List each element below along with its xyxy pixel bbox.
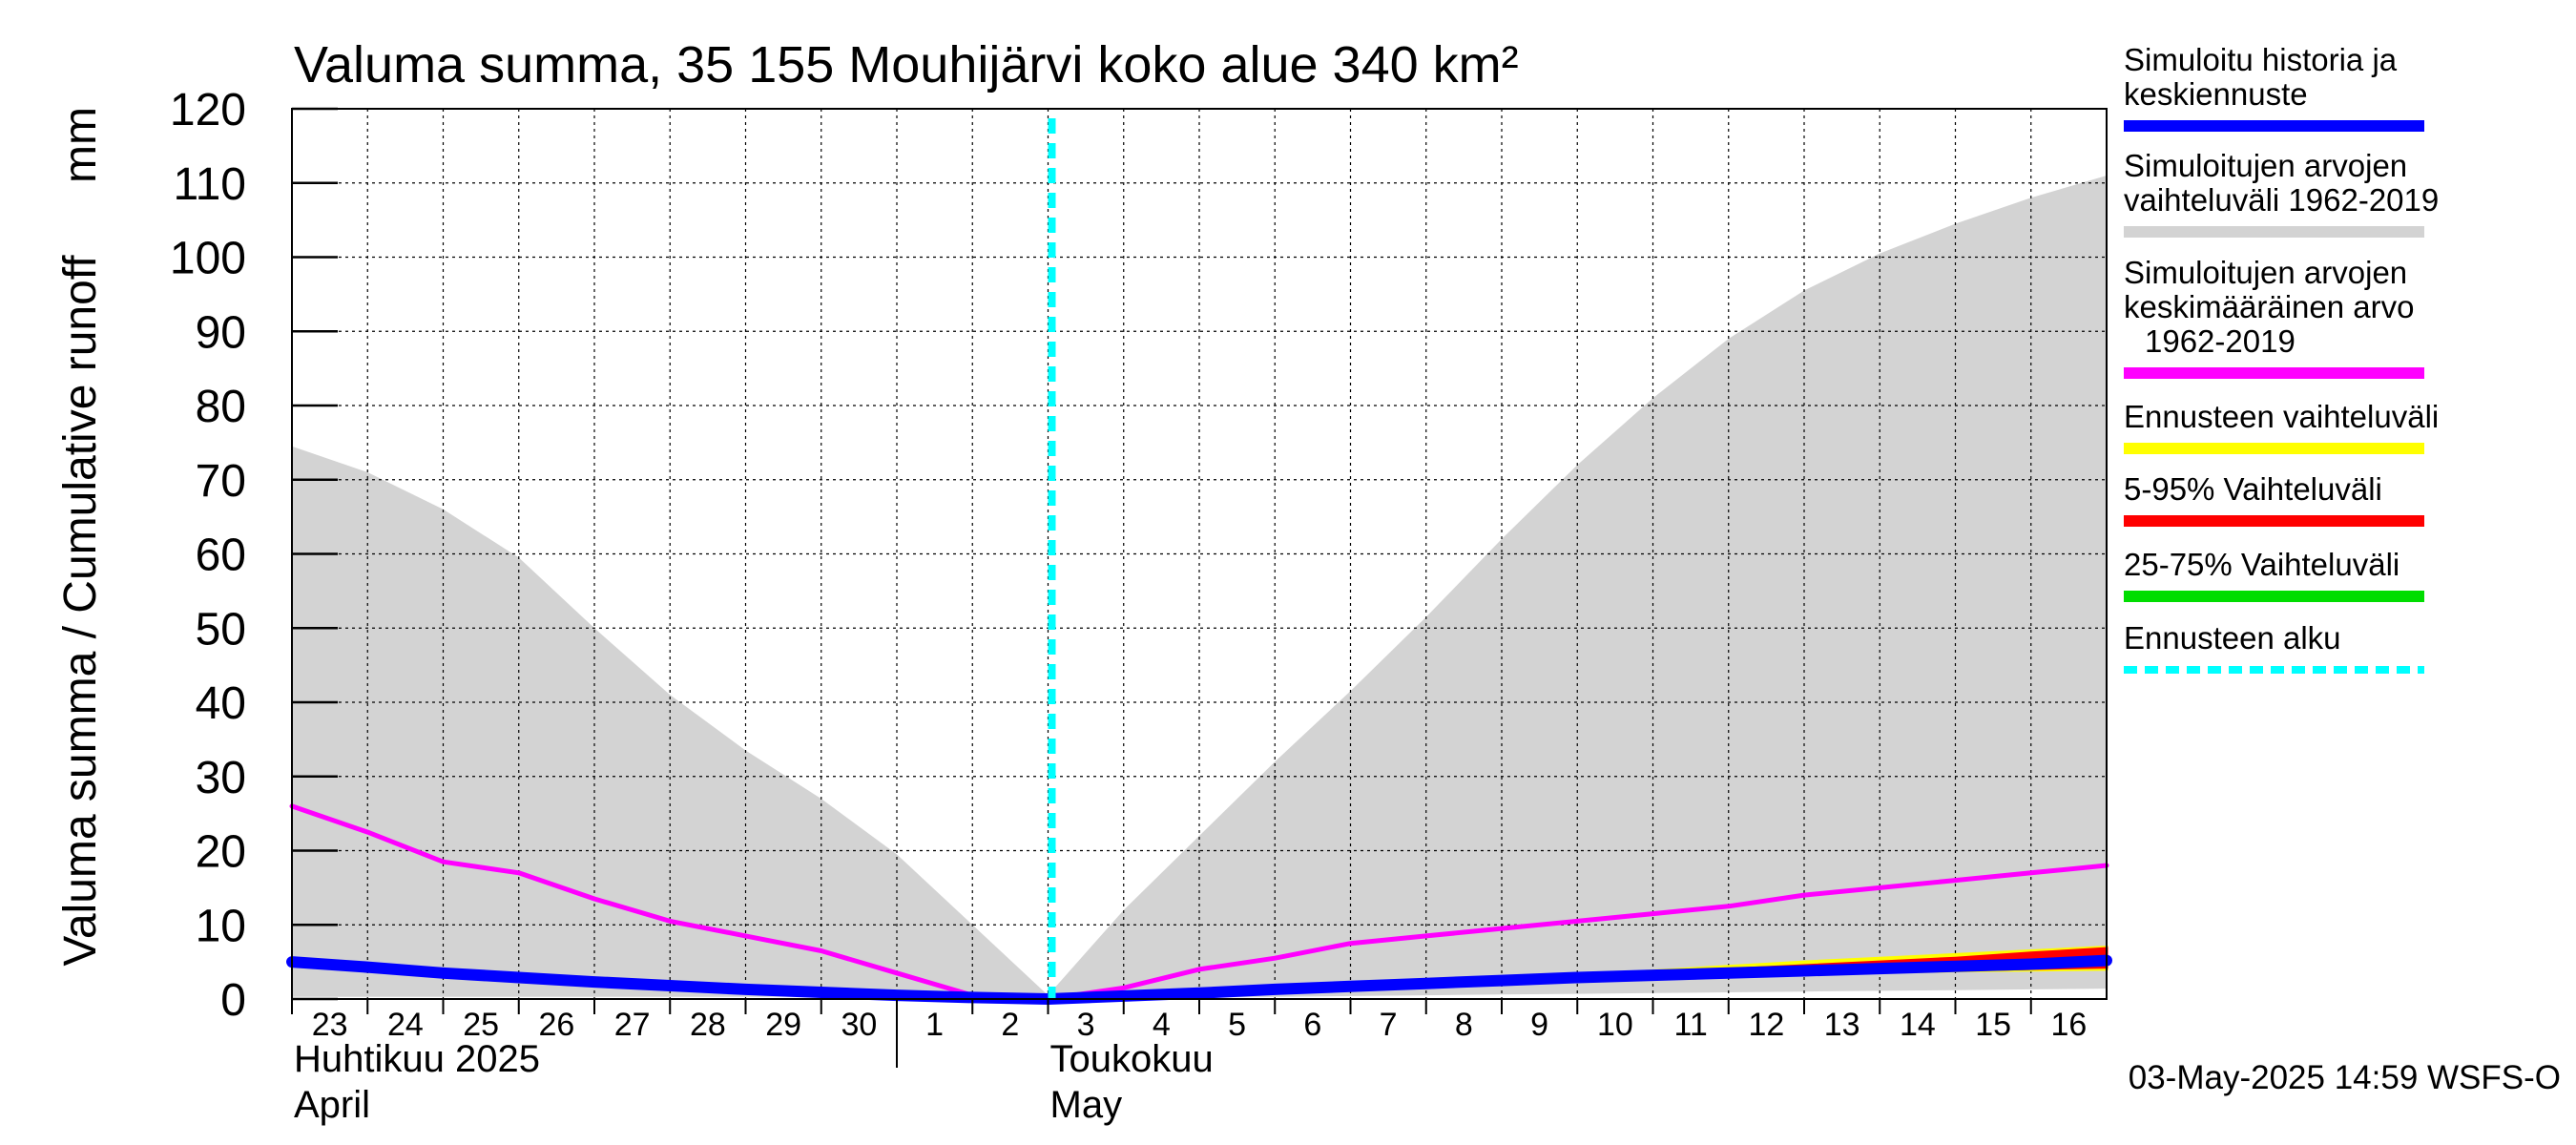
x-tick-label: 3 [1077, 1007, 1095, 1043]
range-band-area [292, 176, 2107, 999]
x-tick-label: 1 [925, 1007, 944, 1043]
y-tick-label: 50 [196, 604, 246, 655]
x-tick-label: 13 [1824, 1007, 1860, 1043]
x-tick-label: 26 [538, 1007, 574, 1043]
x-tick-label: 8 [1455, 1007, 1473, 1043]
y-tick-label: 70 [196, 456, 246, 507]
y-tick-label: 120 [170, 85, 246, 135]
legend-item: Simuloitujen arvojen keskimääräinen arvo 1… [2124, 255, 2424, 379]
legend-item: 25-75% Vaihteluväli [2124, 547, 2424, 602]
chart-title: Valuma summa, 35 155 Mouhijärvi koko alu… [294, 36, 1519, 94]
series-line [286, 954, 2112, 1005]
month-label-fi: Toukokuu [1050, 1038, 1214, 1080]
y-axis-ticks: 0 10 20 30 40 50 60 70 80 90 100 110 120 [170, 85, 338, 1026]
x-tick-label: 29 [765, 1007, 801, 1043]
y-tick-label: 40 [196, 678, 246, 729]
x-tick-label: 7 [1380, 1007, 1398, 1043]
legend-item: Ennusteen alku [2124, 620, 2424, 674]
x-tick-label: 16 [2050, 1007, 2087, 1043]
x-tick-label: 15 [1975, 1007, 2011, 1043]
x-tick-label: 11 [1673, 1007, 1707, 1043]
y-tick-label: 90 [196, 307, 246, 358]
range-band-layer [292, 176, 2107, 999]
x-axis-ticks: 23 24 25 26 27 28 29 30 1 2 3 4 5 6 7 8 9 10 11 12 13 14 15 16 [291, 999, 2087, 1068]
legend-item: Simuloitujen arvojen vaihteluväli 1962-20… [2124, 148, 2439, 238]
x-tick-label: 6 [1303, 1007, 1321, 1043]
month-label-fi: Huhtikuu 2025 [294, 1038, 540, 1080]
legend-item: 5-95% Vaihteluväli [2124, 471, 2424, 527]
x-tick-label: 24 [387, 1007, 424, 1043]
x-tick-label: 25 [463, 1007, 499, 1043]
y-tick-label: 100 [170, 234, 246, 284]
legend: Simuloitu historia ja keskiennuste Simuloi… [2124, 42, 2439, 674]
x-tick-label: 14 [1900, 1007, 1936, 1043]
y-tick-label: 0 [220, 975, 246, 1026]
timestamp-footer: 03-May-2025 14:59 WSFS-O [2129, 1059, 2561, 1096]
y-tick-label: 20 [196, 827, 246, 878]
y-tick-label: 80 [196, 382, 246, 432]
legend-label: 25-75% Vaihteluväli [2124, 547, 2399, 582]
x-tick-label: 9 [1530, 1007, 1548, 1043]
x-tick-label: 4 [1153, 1007, 1171, 1043]
legend-label: Simuloitu historia ja keskiennuste [2124, 42, 2398, 112]
legend-label: Simuloitujen arvojen keskimääräinen arvo 1… [2124, 255, 2414, 359]
x-tick-label: 2 [1001, 1007, 1019, 1043]
x-tick-label: 12 [1748, 1007, 1784, 1043]
x-tick-label: 5 [1228, 1007, 1246, 1043]
series-layer [286, 803, 2112, 1005]
y-tick-label: 10 [196, 901, 246, 951]
y-tick-label: 30 [196, 753, 246, 803]
legend-label: 5-95% Vaihteluväli [2124, 471, 2382, 507]
y-axis-label: Valuma summa / Cumulative runoff [55, 255, 106, 967]
legend-item: Ennusteen vaihteluväli [2124, 399, 2439, 454]
legend-label: Simuloitujen arvojen vaihteluväli 1962-20… [2124, 148, 2439, 218]
x-tick-label: 28 [690, 1007, 726, 1043]
y-tick-label: 110 [173, 159, 246, 210]
x-tick-label: 27 [614, 1007, 651, 1043]
series-line [289, 803, 2109, 1002]
month-label-en: April [294, 1084, 370, 1126]
x-tick-label: 23 [312, 1007, 348, 1043]
legend-label: Ennusteen alku [2124, 620, 2341, 656]
legend-item: Simuloitu historia ja keskiennuste [2124, 42, 2424, 132]
x-tick-label: 30 [841, 1007, 877, 1043]
y-axis-unit: mm [55, 107, 106, 183]
legend-label: Ennusteen vaihteluväli [2124, 399, 2439, 434]
y-tick-label: 60 [196, 531, 246, 581]
x-tick-label: 10 [1597, 1007, 1633, 1043]
month-label-en: May [1050, 1084, 1123, 1126]
